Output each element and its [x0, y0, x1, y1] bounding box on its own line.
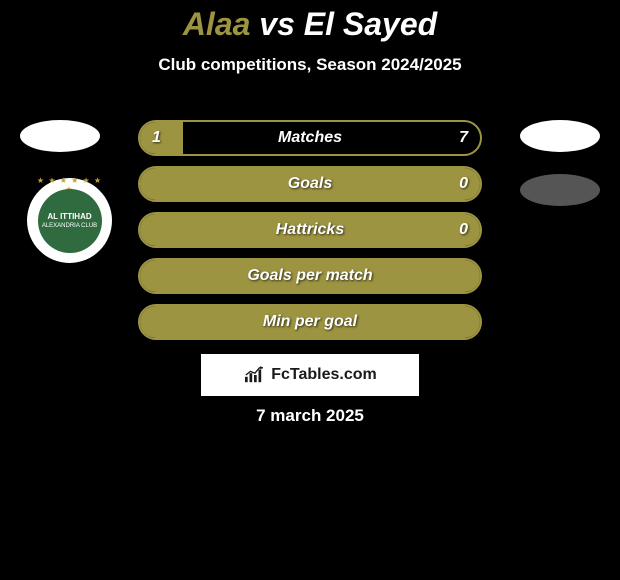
stat-label: Goals per match: [138, 258, 482, 294]
right-country-badge: [520, 120, 600, 152]
ellipse-icon: [520, 174, 600, 206]
club-text: AL ITTIHAD ALEXANDRIA CLUB: [42, 213, 97, 229]
stat-value-left: 1: [152, 120, 161, 156]
left-club-badge: ★ ★ ★ ★ ★ ★ ★ AL ITTIHAD ALEXANDRIA CLUB: [27, 178, 112, 263]
stat-label: Goals: [138, 166, 482, 202]
left-country-badge: [20, 120, 100, 152]
ellipse-icon: [520, 120, 600, 152]
branding-box: FcTables.com: [201, 354, 419, 396]
stat-label: Hattricks: [138, 212, 482, 248]
right-club-badge: [520, 174, 600, 206]
stat-label: Min per goal: [138, 304, 482, 340]
stat-row: Matches1 7: [138, 120, 482, 156]
stat-value-right: 0: [459, 166, 468, 202]
stat-row: Goals per match: [138, 258, 482, 294]
chart-icon: [243, 366, 265, 384]
club-badge-icon: ★ ★ ★ ★ ★ ★ ★ AL ITTIHAD ALEXANDRIA CLUB: [27, 178, 112, 263]
stat-value-right: 7: [459, 120, 468, 156]
stat-label: Matches: [138, 120, 482, 156]
player1-name: Alaa: [183, 6, 251, 42]
date-label: 7 march 2025: [0, 406, 620, 426]
club-inner: AL ITTIHAD ALEXANDRIA CLUB: [38, 189, 102, 253]
club-name-bottom: ALEXANDRIA CLUB: [42, 223, 97, 229]
stat-row: Min per goal: [138, 304, 482, 340]
root: Alaa vs El Sayed Club competitions, Seas…: [0, 0, 620, 580]
stat-bars: Matches17Goals0Hattricks0Goals per match…: [138, 120, 482, 350]
vs-label: vs: [259, 6, 295, 42]
stat-value-right: 0: [459, 212, 468, 248]
player2-name: El Sayed: [304, 6, 437, 42]
page-title: Alaa vs El Sayed: [0, 0, 620, 43]
branding-text: FcTables.com: [271, 366, 377, 384]
subtitle: Club competitions, Season 2024/2025: [0, 55, 620, 75]
stat-row: Goals0: [138, 166, 482, 202]
ellipse-icon: [20, 120, 100, 152]
stat-row: Hattricks0: [138, 212, 482, 248]
club-name-top: AL ITTIHAD: [42, 213, 97, 221]
